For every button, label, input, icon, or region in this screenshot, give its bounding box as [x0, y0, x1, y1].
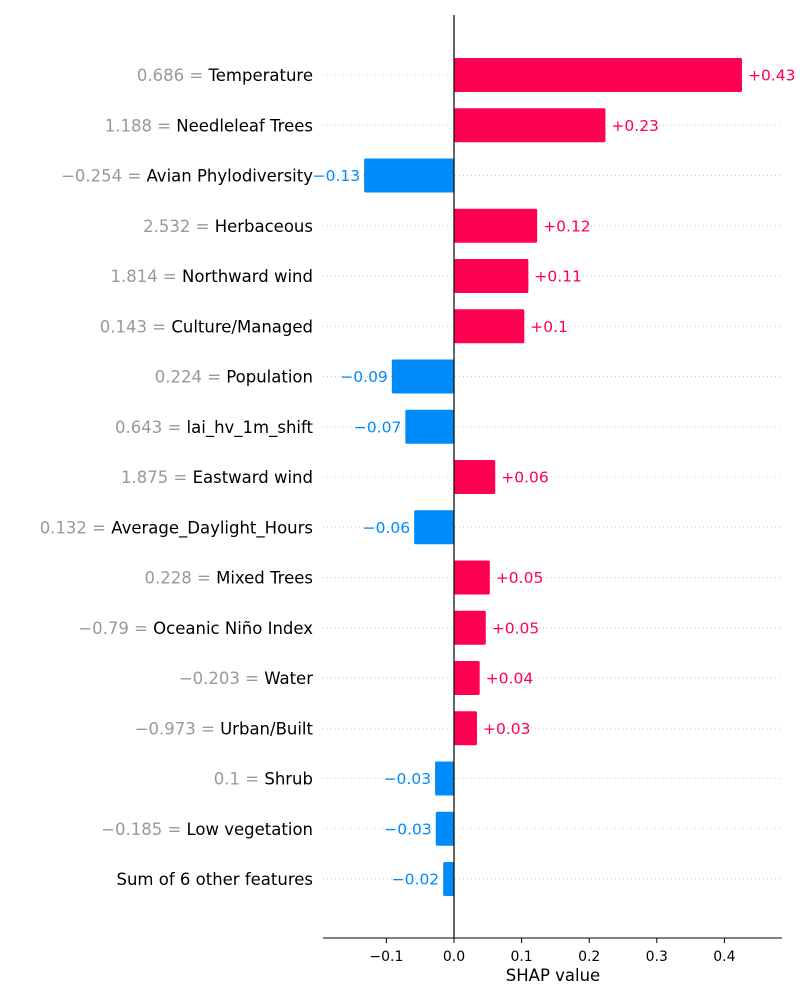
- feature-label: 2.532 = Herbaceous: [143, 217, 313, 236]
- feature-label: 1.814 = Northward wind: [110, 267, 313, 286]
- feature-value: 0.686 =: [137, 66, 209, 85]
- shap-value-label: +0.05: [496, 569, 544, 587]
- feature-label: 0.224 = Population: [155, 368, 313, 387]
- feature-name: Temperature: [207, 66, 313, 85]
- shap-bar: [364, 158, 454, 193]
- shap-bar: [454, 108, 606, 143]
- feature-name: Urban/Built: [220, 719, 313, 738]
- feature-name: lai_hv_1m_shift: [187, 418, 314, 438]
- shap-bar: [443, 862, 454, 896]
- feature-name: Needleleaf Trees: [176, 116, 313, 135]
- feature-label: −0.79 = Oceanic Niño Index: [78, 619, 313, 638]
- feature-name: Eastward wind: [193, 468, 313, 487]
- shap-bar: [435, 761, 454, 796]
- shap-bar: [454, 259, 529, 293]
- shap-value-label: −0.09: [340, 368, 388, 386]
- feature-name: Mixed Trees: [216, 569, 313, 588]
- shap-value-label: +0.11: [534, 268, 582, 286]
- feature-value: −0.185 =: [101, 820, 186, 839]
- feature-value: −0.203 =: [179, 669, 264, 688]
- shap-bar: [454, 711, 477, 746]
- feature-label: −0.203 = Water: [179, 669, 313, 688]
- shap-bar: [454, 309, 525, 344]
- shap-value-label: +0.05: [492, 619, 539, 637]
- shap-value-label: −0.06: [363, 519, 411, 537]
- feature-label: 0.643 = lai_hv_1m_shift: [115, 418, 314, 438]
- shap-bar: [435, 811, 454, 846]
- grid-layer: [323, 74, 782, 880]
- shap-value-label: −0.07: [354, 418, 402, 436]
- x-tick-label: −0.1: [369, 949, 403, 965]
- feature-name: Northward wind: [182, 267, 313, 286]
- feature-value: 2.532 =: [143, 217, 215, 236]
- shap-bar: [454, 610, 486, 645]
- label-layer: +0.43 0.686 = Temperature +0.23 1.188 = Nee…: [40, 66, 796, 889]
- feature-value: 1.188 =: [105, 116, 177, 135]
- feature-label: Sum of 6 other features: [116, 870, 313, 889]
- shap-value-label: +0.1: [530, 318, 568, 336]
- x-axis-title: SHAP value: [506, 966, 600, 985]
- shap-value-label: +0.06: [501, 469, 548, 487]
- feature-value: 0.228 =: [145, 569, 217, 588]
- x-axis: −0.1 0.0 0.1 0.2 0.3 0.4: [323, 15, 782, 965]
- feature-value: 0.224 =: [155, 368, 227, 387]
- feature-value: −0.79 =: [78, 619, 153, 638]
- feature-label: 0.132 = Average_Daylight_Hours: [40, 518, 313, 538]
- shap-bar: [405, 409, 454, 444]
- feature-name: Low vegetation: [187, 820, 313, 839]
- feature-name: Water: [264, 669, 313, 688]
- feature-value: 1.875 =: [121, 468, 193, 487]
- bar-layer: [364, 58, 742, 896]
- feature-name: Shrub: [264, 770, 313, 789]
- feature-value: −0.973 =: [135, 719, 220, 738]
- shap-value-label: +0.43: [748, 67, 796, 85]
- shap-value-label: +0.03: [483, 720, 531, 738]
- feature-name: Average_Daylight_Hours: [111, 518, 313, 538]
- feature-value: 0.132 =: [40, 518, 112, 537]
- x-tick-label: 0.1: [510, 949, 532, 965]
- feature-label: −0.185 = Low vegetation: [101, 820, 313, 839]
- shap-value-label: +0.23: [611, 117, 659, 135]
- feature-name: Sum of 6 other features: [116, 870, 313, 889]
- feature-label: 0.686 = Temperature: [137, 66, 313, 85]
- shap-bar: [454, 460, 496, 494]
- feature-name: Population: [226, 368, 313, 387]
- feature-name: Oceanic Niño Index: [153, 619, 313, 638]
- shap-value-label: −0.02: [392, 871, 440, 889]
- x-tick-label: 0.4: [713, 949, 735, 965]
- x-tick-label: 0.2: [578, 949, 600, 965]
- x-tick-label: 0.3: [646, 949, 668, 965]
- feature-value: −0.254 =: [61, 167, 146, 186]
- shap-bar: [454, 560, 490, 595]
- feature-label: 0.1 = Shrub: [214, 770, 313, 789]
- feature-value: 0.143 =: [100, 317, 172, 336]
- feature-label: −0.254 = Avian Phylodiversity: [61, 167, 313, 186]
- feature-label: −0.973 = Urban/Built: [135, 719, 314, 738]
- shap-bar: [414, 510, 454, 545]
- shap-value-label: +0.04: [486, 670, 534, 688]
- feature-value: 1.814 =: [110, 267, 182, 286]
- shap-bar: [391, 359, 454, 394]
- feature-value: 0.1 =: [214, 770, 265, 789]
- feature-label: 0.228 = Mixed Trees: [145, 569, 313, 588]
- feature-value: 0.643 =: [115, 418, 187, 437]
- feature-name: Avian Phylodiversity: [146, 167, 313, 186]
- shap-value-label: +0.12: [543, 217, 591, 235]
- shap-bar: [454, 58, 742, 92]
- feature-label: 0.143 = Culture/Managed: [100, 317, 313, 336]
- shap-value-label: −0.13: [313, 167, 361, 185]
- x-tick-label: 0.0: [443, 949, 465, 965]
- shap-bar: [454, 208, 538, 243]
- feature-label: 1.188 = Needleleaf Trees: [105, 116, 313, 135]
- feature-name: Herbaceous: [215, 217, 313, 236]
- feature-label: 1.875 = Eastward wind: [121, 468, 313, 487]
- shap-bar: [454, 661, 480, 695]
- feature-name: Culture/Managed: [171, 317, 313, 336]
- shap-value-label: −0.03: [384, 820, 432, 838]
- shap-value-label: −0.03: [384, 770, 432, 788]
